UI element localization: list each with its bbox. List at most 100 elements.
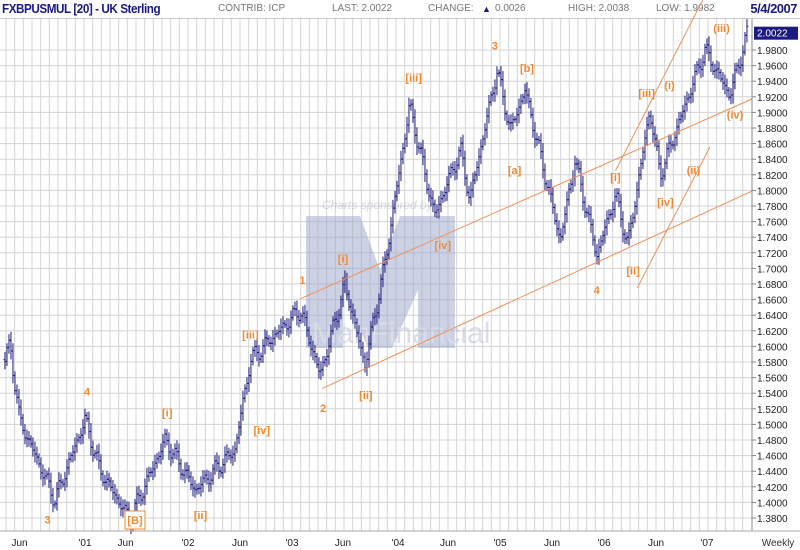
y-tick-label: 1.5800 <box>757 358 788 369</box>
price-bar <box>439 190 443 213</box>
price-bar <box>579 160 583 192</box>
x-tick-label: Jun <box>440 538 456 549</box>
price-bar <box>175 440 179 460</box>
low-price: LOW: 1.9982 <box>656 3 715 14</box>
price-bar <box>91 440 95 462</box>
price-bar <box>325 349 329 368</box>
price-bar <box>205 469 209 485</box>
y-tick-label: 1.6600 <box>757 296 788 307</box>
price-bar <box>193 480 197 498</box>
wave-label: 4 <box>594 285 601 297</box>
price-bar <box>469 181 473 206</box>
y-tick-label: 1.9800 <box>757 46 788 57</box>
price-bar <box>23 424 27 445</box>
price-bar <box>611 201 615 223</box>
price-bar <box>271 329 275 352</box>
price-bar <box>639 158 643 180</box>
contrib-label: CONTRIB: ICP <box>218 3 286 14</box>
price-bar <box>49 472 53 504</box>
price-bar <box>581 175 585 211</box>
price-bar <box>467 185 471 204</box>
price-bar <box>511 112 515 130</box>
price-bar <box>405 116 409 148</box>
price-bars <box>3 19 749 535</box>
price-bar <box>661 168 665 187</box>
price-bar <box>555 213 559 237</box>
wave-label: [ii] <box>194 510 208 522</box>
price-bar <box>179 458 183 480</box>
price-bar <box>689 87 693 104</box>
price-bar <box>227 447 231 460</box>
price-bar <box>397 164 401 195</box>
price-bar <box>573 155 577 187</box>
price-bar <box>163 428 167 448</box>
price-bar <box>699 58 703 79</box>
wave-label: [a] <box>508 165 522 177</box>
price-bar <box>51 487 55 513</box>
price-bar <box>75 433 79 453</box>
wave-label: 4 <box>84 387 91 399</box>
price-bar <box>459 136 463 157</box>
price-bar <box>587 204 591 223</box>
y-tick-label: 1.8000 <box>757 186 788 197</box>
price-bar <box>177 443 181 473</box>
price-bar <box>517 98 521 124</box>
y-tick-label: 1.6800 <box>757 280 788 291</box>
wave-label: (iv) <box>727 110 744 122</box>
x-tick-label: '07 <box>700 538 713 549</box>
change-value: 0.0026 <box>495 3 526 14</box>
price-bar <box>13 371 17 395</box>
price-bar <box>641 146 645 170</box>
price-bar <box>423 148 427 183</box>
price-bar <box>45 470 49 480</box>
price-bar <box>245 377 249 395</box>
y-tick-label: 1.9200 <box>757 93 788 104</box>
price-bar <box>711 61 715 75</box>
price-bar <box>399 150 403 182</box>
price-bar <box>715 60 719 79</box>
price-bar <box>501 71 505 106</box>
price-bar <box>261 339 265 363</box>
last-value-box <box>754 26 798 40</box>
price-bar <box>401 143 405 165</box>
price-bar <box>559 228 563 243</box>
price-bar <box>285 318 289 336</box>
price-bar <box>19 399 23 426</box>
price-bar <box>209 472 213 492</box>
price-bar <box>111 479 115 501</box>
price-bar <box>567 183 571 206</box>
price-bar <box>99 454 103 481</box>
y-tick-label: 1.8400 <box>757 155 788 166</box>
price-bar <box>453 161 457 181</box>
price-bar <box>65 459 69 488</box>
price-bar <box>569 179 573 194</box>
x-tick-label: Jun <box>648 538 664 549</box>
y-tick-label: 1.8600 <box>757 140 788 151</box>
wave-label: 2 <box>320 403 326 415</box>
price-bar <box>537 135 541 145</box>
chart-header: FXBPUSMUL [20] - UK Sterling CONTRIB: IC… <box>0 0 800 19</box>
wave-label: (ii) <box>687 165 701 177</box>
price-bar <box>541 143 545 179</box>
price-bar <box>253 340 257 357</box>
watermark: Charts sponsored by ManFinancial <box>306 198 490 350</box>
y-tick-label: 1.7400 <box>757 233 788 244</box>
price-bar <box>737 58 741 75</box>
price-bar <box>477 148 481 177</box>
price-bar <box>147 466 151 482</box>
high-price: HIGH: 2.0038 <box>568 3 630 14</box>
price-bar <box>695 61 699 76</box>
x-tick-label: Jun <box>544 538 560 549</box>
last-price: LAST: 2.0022 <box>332 3 393 14</box>
wave-label: [i] <box>162 408 173 420</box>
price-bar <box>723 74 727 95</box>
upper-channel <box>300 98 752 300</box>
price-bar <box>665 142 669 170</box>
price-bar <box>739 56 743 77</box>
price-bar <box>659 155 663 188</box>
price-bar <box>217 455 221 479</box>
y-tick-label: 1.4400 <box>757 467 788 478</box>
wave-label: 1 <box>299 275 305 287</box>
price-bar <box>457 146 461 170</box>
price-bar <box>105 470 109 491</box>
